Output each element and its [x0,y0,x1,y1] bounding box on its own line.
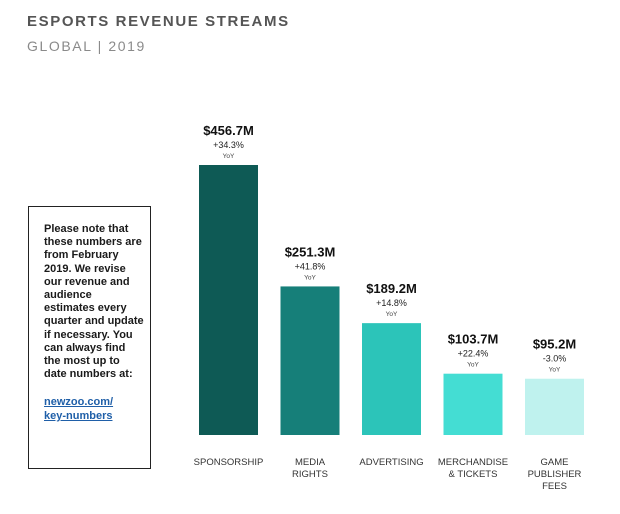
value-label: $251.3M [285,244,336,259]
category-label: FEES [542,481,567,492]
value-label: $103.7M [448,332,499,347]
bar [362,323,421,435]
bar [525,378,584,435]
bar [280,286,340,435]
key-numbers-link[interactable]: newzoo.com/ key-numbers [44,396,144,422]
disclaimer-note: Please note that these numbers are from … [28,206,151,469]
category-label: & TICKETS [449,469,498,480]
growth-label: +41.8% [295,261,326,271]
category-label: RIGHTS [292,469,328,480]
chart-subtitle: GLOBAL | 2019 [27,38,146,54]
category-label: GAME [541,457,569,468]
link-line-1: newzoo.com/ [44,396,114,409]
growth-label: +34.3% [213,140,244,150]
value-label: $189.2M [366,281,417,296]
growth-label: +14.8% [376,298,407,308]
growth-label: -3.0% [543,354,567,364]
link-line-2: key-numbers [44,409,113,422]
yoy-label: YoY [223,153,235,160]
category-label: MEDIA [295,457,326,468]
yoy-label: YoY [549,367,561,374]
chart-title: ESPORTS REVENUE STREAMS [27,13,290,30]
note-text: Please note that these numbers are from … [44,223,144,381]
bar [443,373,503,435]
category-label: PUBLISHER [528,469,582,480]
growth-label: +22.4% [458,349,489,359]
yoy-label: YoY [386,311,398,318]
bar [199,165,258,435]
value-label: $456.7M [203,123,254,138]
category-label: SPONSORSHIP [194,457,264,468]
value-label: $95.2M [533,337,576,352]
yoy-label: YoY [467,362,479,369]
category-label: ADVERTISING [359,457,423,468]
yoy-label: YoY [304,274,316,281]
category-label: MERCHANDISE [438,457,508,468]
